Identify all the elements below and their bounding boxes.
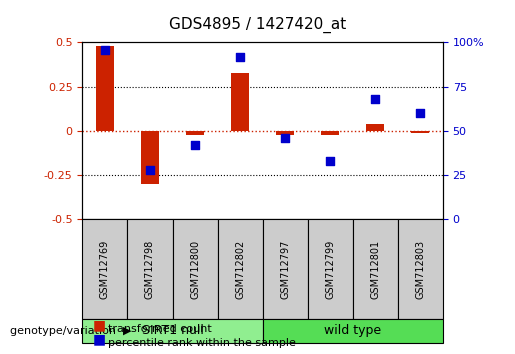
Text: GDS4895 / 1427420_at: GDS4895 / 1427420_at xyxy=(169,17,346,33)
Text: ■: ■ xyxy=(93,318,106,332)
Text: wild type: wild type xyxy=(324,325,381,337)
Bar xyxy=(96,46,114,131)
FancyBboxPatch shape xyxy=(217,219,263,319)
Point xyxy=(101,47,109,52)
FancyBboxPatch shape xyxy=(398,219,443,319)
Text: genotype/variation  ▶: genotype/variation ▶ xyxy=(10,326,132,336)
Text: GSM712769: GSM712769 xyxy=(100,239,110,299)
Point xyxy=(281,135,289,141)
Point xyxy=(416,110,424,116)
Text: GSM712803: GSM712803 xyxy=(416,239,425,299)
Text: GSM712800: GSM712800 xyxy=(190,239,200,299)
Text: SIRT1 null: SIRT1 null xyxy=(142,325,203,337)
FancyBboxPatch shape xyxy=(263,319,443,343)
Text: transformed count: transformed count xyxy=(108,324,212,334)
FancyBboxPatch shape xyxy=(128,219,173,319)
Text: GSM712801: GSM712801 xyxy=(370,239,380,299)
Bar xyxy=(366,124,384,131)
Bar xyxy=(141,131,159,184)
Point xyxy=(371,96,380,102)
Bar xyxy=(186,131,204,135)
Point xyxy=(191,142,199,148)
Bar xyxy=(321,131,339,135)
Bar xyxy=(231,73,249,131)
Point xyxy=(146,167,154,173)
Text: percentile rank within the sample: percentile rank within the sample xyxy=(108,338,296,348)
Point xyxy=(326,158,334,164)
FancyBboxPatch shape xyxy=(263,219,307,319)
FancyBboxPatch shape xyxy=(353,219,398,319)
Bar xyxy=(411,131,430,133)
Text: GSM712798: GSM712798 xyxy=(145,239,155,299)
FancyBboxPatch shape xyxy=(82,219,128,319)
Text: ■: ■ xyxy=(93,332,106,346)
Text: GSM712802: GSM712802 xyxy=(235,239,245,299)
Text: GSM712799: GSM712799 xyxy=(325,239,335,299)
Bar xyxy=(276,131,294,135)
FancyBboxPatch shape xyxy=(82,319,263,343)
FancyBboxPatch shape xyxy=(173,219,217,319)
FancyBboxPatch shape xyxy=(307,219,353,319)
Text: GSM712797: GSM712797 xyxy=(280,239,290,299)
Point xyxy=(236,54,244,59)
